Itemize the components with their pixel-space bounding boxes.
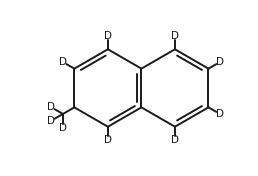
Text: D: D: [104, 31, 112, 41]
Text: D: D: [104, 135, 112, 145]
Text: D: D: [216, 109, 224, 119]
Text: D: D: [59, 122, 67, 133]
Text: D: D: [171, 31, 179, 41]
Text: D: D: [47, 116, 55, 126]
Text: D: D: [216, 57, 224, 67]
Text: D: D: [171, 135, 179, 145]
Text: D: D: [47, 102, 55, 112]
Text: D: D: [59, 57, 67, 67]
